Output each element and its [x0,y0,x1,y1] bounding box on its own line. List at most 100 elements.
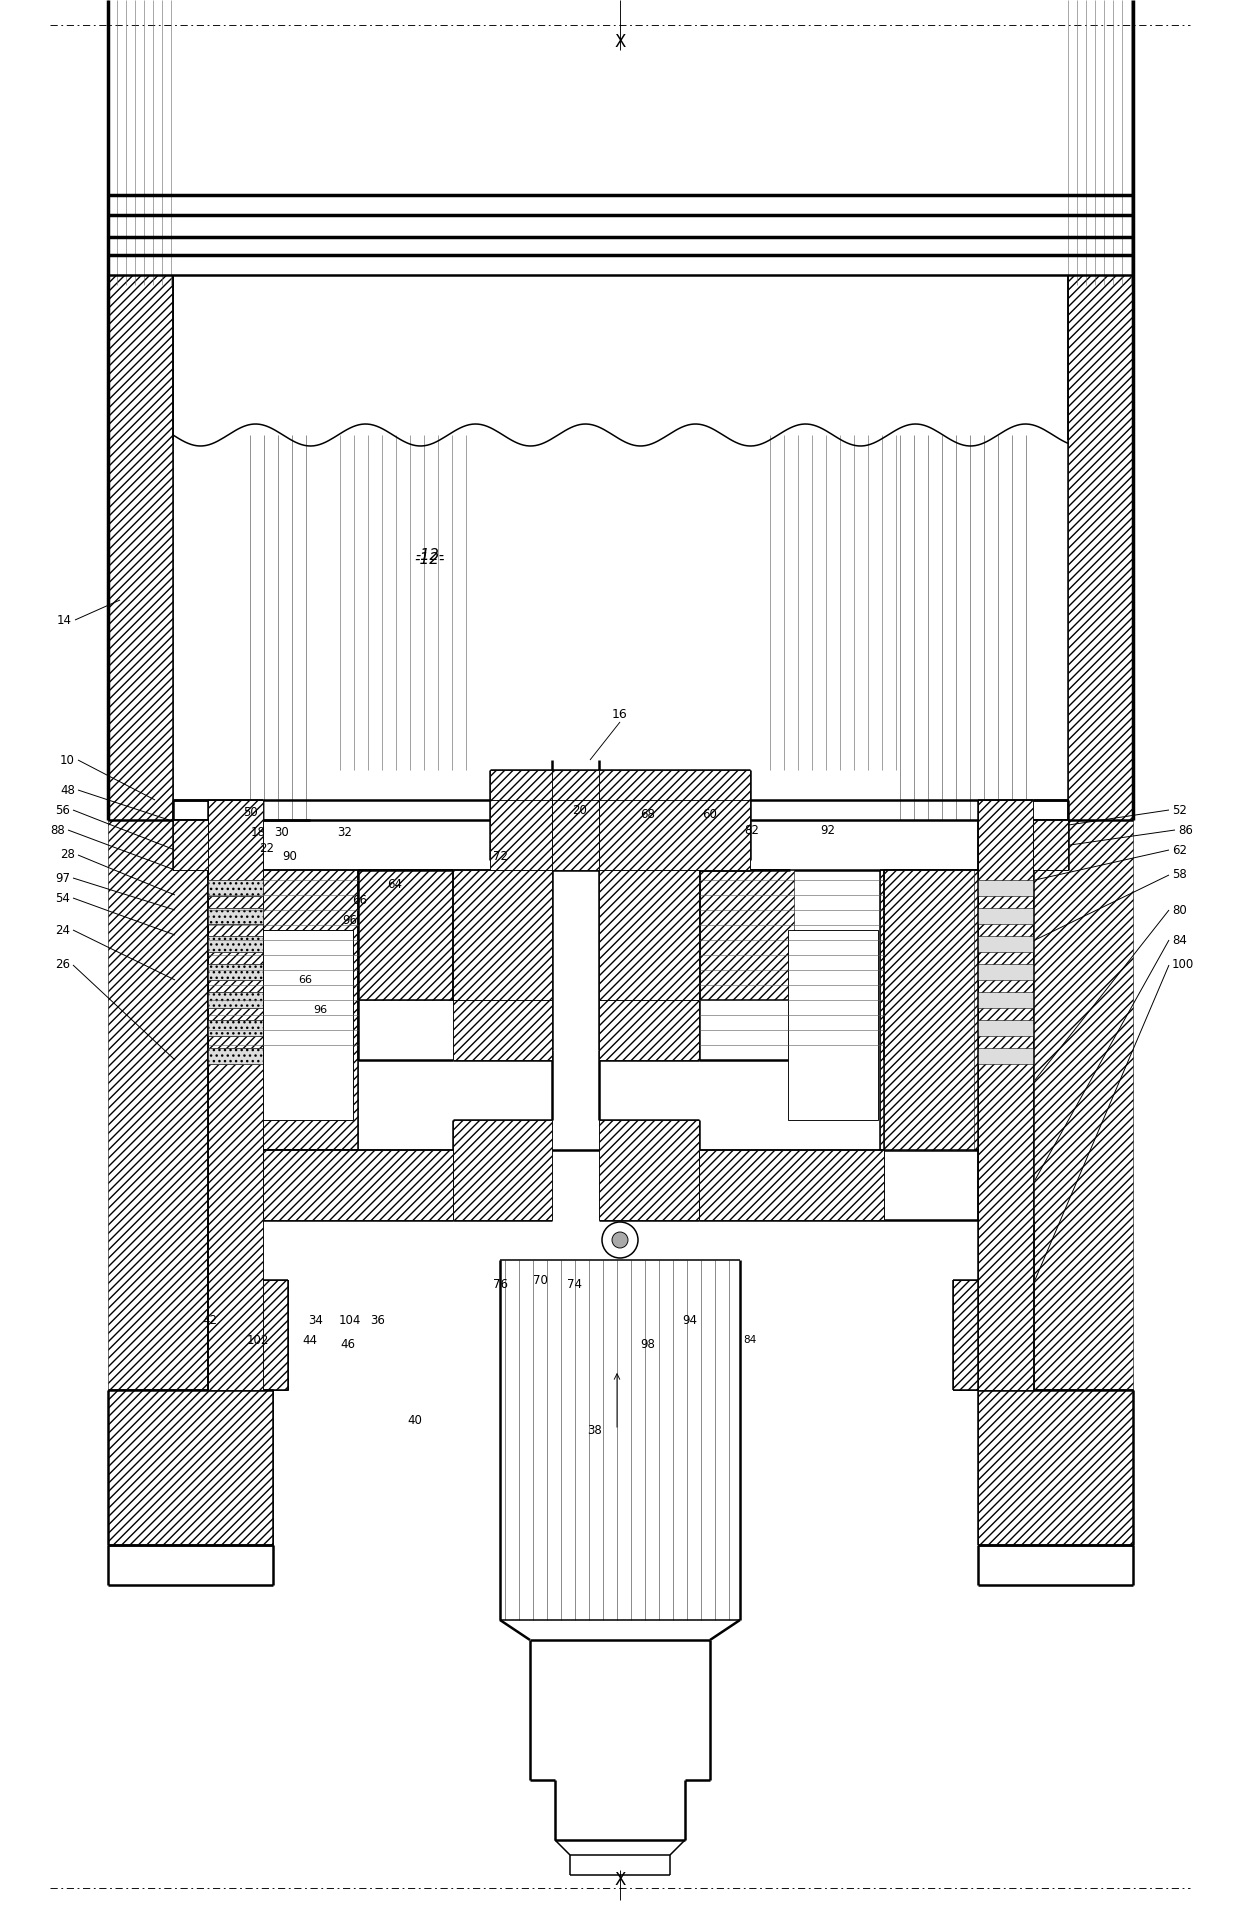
Bar [208,1280,288,1390]
Text: 30: 30 [274,826,289,839]
Text: 52: 52 [1172,803,1187,816]
Text: 48: 48 [60,784,74,797]
Text: 94: 94 [682,1314,697,1327]
Text: -12-: -12- [415,547,444,563]
Bar [208,801,263,1390]
Bar [978,1049,1033,1064]
Bar [208,936,263,952]
Text: 50: 50 [243,805,258,818]
Bar [699,870,794,999]
Text: 28: 28 [60,849,74,862]
Text: 34: 34 [309,1314,324,1327]
Text: X: X [614,32,626,51]
Text: 88: 88 [51,824,64,837]
Text: 82: 82 [744,824,759,837]
Bar [263,931,353,1119]
Bar [552,801,599,870]
Bar [208,908,263,925]
Text: 72: 72 [492,849,507,862]
Text: 104: 104 [339,1314,361,1327]
Bar [978,965,1033,980]
Text: 76: 76 [492,1278,507,1291]
Text: 32: 32 [337,826,352,839]
Text: 22: 22 [259,841,274,854]
Text: 14: 14 [57,614,72,627]
Bar [978,801,1033,1390]
Text: 60: 60 [703,809,718,822]
Text: 62: 62 [1172,843,1187,856]
Bar [263,931,353,1119]
Bar [108,275,174,820]
Text: 20: 20 [573,803,588,816]
Text: 102: 102 [247,1333,269,1346]
Text: 66: 66 [298,974,312,986]
Bar [699,1150,884,1220]
Bar [978,879,1033,896]
Text: 96: 96 [342,913,357,927]
Bar [1068,275,1133,820]
Bar [208,820,263,1220]
Text: 92: 92 [821,824,836,837]
Text: 54: 54 [55,891,69,904]
Text: 100: 100 [1172,959,1194,971]
Text: 86: 86 [1178,824,1193,837]
Bar [208,908,263,925]
Bar [208,1049,263,1064]
Text: 74: 74 [568,1278,583,1291]
Text: 56: 56 [55,803,69,816]
Bar [978,820,1033,1220]
Bar [208,965,263,980]
Bar [787,931,878,1119]
Bar [263,870,358,1150]
Bar [978,1020,1033,1036]
Bar [453,999,552,1060]
Text: 98: 98 [641,1339,656,1352]
Text: 42: 42 [202,1314,217,1327]
Bar [208,992,263,1009]
Text: 90: 90 [283,849,298,862]
Bar [453,1119,552,1220]
Bar [978,936,1033,952]
Text: X: X [614,1871,626,1890]
Bar [1033,820,1133,1390]
Bar [978,1390,1133,1545]
Bar [108,820,208,1390]
Bar [599,999,699,1060]
Bar [490,770,750,860]
Circle shape [601,1222,639,1259]
Text: 38: 38 [588,1423,603,1436]
Bar [208,879,263,896]
Bar [880,870,978,1150]
Bar [208,936,263,952]
Bar [978,992,1033,1009]
Bar [174,820,208,870]
Text: 26: 26 [55,959,69,971]
Text: -12-: -12- [414,553,445,568]
Bar [208,1049,263,1064]
Text: 40: 40 [408,1413,423,1426]
Text: 44: 44 [303,1333,317,1346]
Bar [552,770,599,860]
Text: 64: 64 [387,879,403,891]
Bar [954,1280,1033,1390]
Text: 66: 66 [352,894,367,906]
Text: 24: 24 [55,923,69,936]
Bar [599,1119,699,1220]
Bar [490,801,750,870]
Text: 96: 96 [312,1005,327,1015]
Text: 84: 84 [743,1335,756,1344]
Text: 70: 70 [532,1274,547,1287]
Bar [208,1020,263,1036]
Bar [599,870,699,999]
Bar [208,965,263,980]
Bar [884,870,973,1150]
Bar [263,1150,453,1220]
Text: 36: 36 [371,1314,386,1327]
Text: 84: 84 [1172,934,1187,946]
Circle shape [613,1232,627,1247]
Bar [978,908,1033,925]
Text: 16: 16 [613,709,627,721]
Bar [453,870,552,999]
Text: 46: 46 [341,1339,356,1352]
Bar [208,1020,263,1036]
